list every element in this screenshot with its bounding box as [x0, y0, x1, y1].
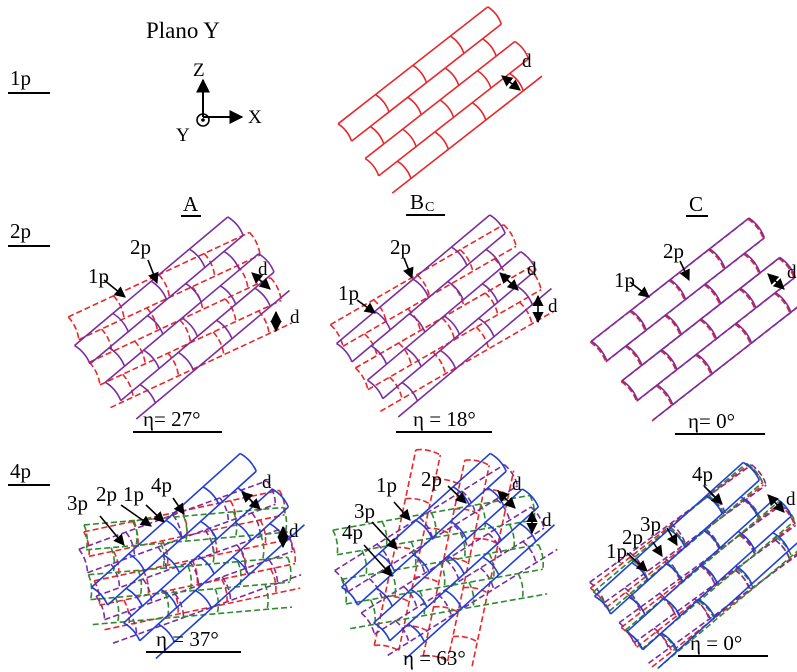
label-2p-a-2p: 2p: [130, 235, 151, 259]
pointer-labels: 1p 2p 1p 2p 1p 2p 3p 2p 1p 4p 1p 2p 3p 4…: [67, 235, 713, 563]
z-axis-label: Z: [193, 60, 205, 81]
label-4p-a-4p: 4p: [151, 473, 172, 497]
lattice-2p-c-1p: [589, 218, 797, 422]
label-2p-b-1p: 1p: [338, 281, 359, 305]
dimension-markers: d d d d d d d d: [241, 51, 797, 549]
dim-label: d: [262, 472, 272, 493]
label-2p-b-2p: 2p: [390, 235, 411, 259]
dim-label: d: [258, 259, 268, 280]
eta-captions: η= 27° η = 18° η= 0° η = 37° η = 63° η =…: [133, 407, 768, 670]
column-header-c-text: C: [689, 192, 703, 216]
label-4p-c-1p: 1p: [606, 539, 627, 563]
label-2p-c-2p: 2p: [663, 239, 684, 263]
dim-2p-b-1: d: [499, 259, 537, 291]
dim-4p-b-1: d: [497, 474, 522, 509]
pointer-arrows: [99, 257, 723, 577]
lattice-4p-b-4p: [341, 452, 555, 660]
column-header-b-text: BC: [410, 190, 434, 215]
label-4p-b-2p: 2p: [421, 467, 442, 491]
dim-label: d: [522, 51, 532, 72]
label-4p-a-2p: 2p: [96, 482, 117, 506]
column-header-b: BC: [406, 190, 445, 216]
lattice-4p-c-4p: [594, 461, 797, 669]
row-label-4p-text: 4p: [10, 459, 31, 483]
label-4p-a-3p: 3p: [67, 491, 88, 515]
figure-title: Plano Y: [146, 18, 220, 43]
eta-4p-c: η = 0°: [690, 631, 742, 655]
label-4p-b-3p: 3p: [354, 499, 375, 523]
dim-label: d: [289, 521, 299, 542]
lattice-2p-c-2p: [590, 217, 797, 421]
dim-label: d: [527, 259, 537, 280]
eta-4p-a: η = 37°: [156, 627, 219, 651]
row-label-1p: 1p: [8, 66, 50, 94]
dim-2p-c-1: d: [767, 262, 797, 290]
eta-2p-b: η = 18°: [413, 407, 476, 431]
brick-patterns: [67, 6, 797, 670]
dim-label: d: [548, 296, 558, 317]
eta-2p-c: η= 0°: [688, 409, 735, 433]
label-2p-c-1p: 1p: [614, 268, 635, 292]
label-4p-c-2p: 2p: [622, 525, 643, 549]
lattice-4p-a-3p: [83, 506, 293, 626]
lattice-2p-b-2p: [336, 214, 552, 418]
dim-label: d: [786, 489, 796, 510]
label-2p-a-1p: 1p: [88, 264, 109, 288]
column-header-c: C: [686, 192, 708, 217]
label-4p-b-4p: 4p: [342, 520, 363, 544]
y-axis-circle-icon: [196, 113, 210, 127]
x-axis-label: X: [248, 107, 262, 128]
column-header-a: A: [181, 192, 201, 217]
dim-2p-b-2: d: [532, 294, 558, 324]
dim-4p-a-2: d: [277, 521, 299, 549]
axes-icon: Z X Y: [176, 60, 262, 146]
lattice-1p: [337, 6, 543, 194]
label-4p-c-4p: 4p: [692, 462, 713, 486]
label-4p-c-3p: 3p: [640, 512, 661, 536]
dim-4p-a-1: d: [241, 472, 272, 510]
dim-label: d: [542, 510, 552, 531]
lattice-2p-a-2p: [74, 216, 290, 420]
dim-2p-a-1: d: [251, 259, 271, 290]
row-label-4p: 4p: [8, 459, 50, 486]
dim-2p-a-2: d: [270, 307, 300, 333]
label-4p-b-1p: 1p: [376, 473, 397, 497]
dim-4p-c-1: d: [767, 489, 796, 513]
eta-4p-b: η = 63°: [403, 646, 466, 670]
eta-2p-a: η= 27°: [143, 407, 200, 431]
row-label-2p-text: 2p: [10, 219, 31, 243]
row-label-2p: 2p: [8, 219, 50, 247]
column-header-a-text: A: [183, 192, 199, 216]
dim-label: d: [787, 262, 797, 283]
dim-label: d: [512, 474, 522, 495]
label-4p-a-1p: 1p: [123, 482, 144, 506]
row-label-1p-text: 1p: [10, 66, 31, 90]
y-axis-dot-icon: [201, 118, 205, 122]
y-axis-label: Y: [176, 125, 190, 146]
dim-1p: d: [501, 51, 532, 91]
dim-4p-b-2: d: [526, 510, 552, 535]
dim-label: d: [290, 307, 300, 328]
